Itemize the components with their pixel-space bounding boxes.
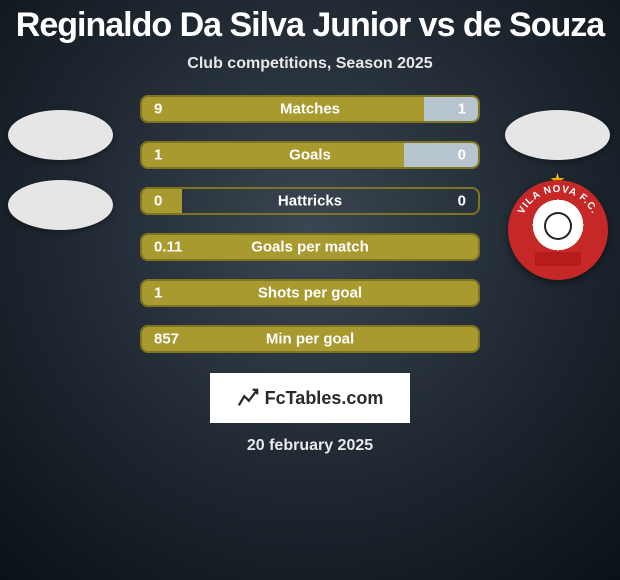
badge-circle: VILA NOVA F.C. — [508, 180, 608, 280]
page-title: Reginaldo Da Silva Junior vs de Souza — [16, 6, 604, 45]
stat-row: 1 Shots per goal — [140, 279, 480, 307]
ball-icon — [544, 212, 572, 240]
stat-label: Hattricks — [278, 193, 342, 210]
stat-bar-right — [404, 143, 478, 167]
stat-label: Shots per goal — [258, 285, 362, 302]
stat-row: 857 Min per goal — [140, 325, 480, 353]
stat-label: Matches — [280, 101, 340, 118]
stat-row: 0.11 Goals per match — [140, 233, 480, 261]
stat-value-right: 1 — [458, 101, 466, 118]
player-avatar — [8, 110, 113, 160]
stat-row: 0 0 Hattricks — [140, 187, 480, 215]
stats-list: 9 1 Matches 1 0 Goals 0 0 Hattricks 0.11 Goals per… — [125, 95, 495, 353]
subtitle: Club competitions, Season 2025 — [187, 55, 432, 73]
train-icon — [535, 252, 581, 266]
stat-row: 1 0 Goals — [140, 141, 480, 169]
stat-row: 9 1 Matches — [140, 95, 480, 123]
stat-value-left: 0.11 — [154, 239, 182, 256]
stat-label: Min per goal — [266, 331, 354, 348]
source-logo-text: FcTables.com — [265, 388, 384, 409]
chart-icon — [237, 387, 259, 409]
stat-bar-right — [424, 97, 478, 121]
right-player-column: ★ VILA NOVA F.C. — [505, 110, 610, 300]
player-avatar — [8, 180, 113, 230]
source-logo: FcTables.com — [210, 373, 410, 423]
stat-label: Goals per match — [251, 239, 369, 256]
team-badge: ★ VILA NOVA F.C. — [508, 180, 608, 300]
stat-value-left: 1 — [154, 285, 162, 302]
stat-value-left: 1 — [154, 147, 162, 164]
stat-label: Goals — [289, 147, 331, 164]
date-label: 20 february 2025 — [247, 437, 373, 455]
stat-value-left: 9 — [154, 101, 162, 118]
stat-value-left: 0 — [154, 193, 162, 210]
stat-value-left: 857 — [154, 331, 179, 348]
player-avatar — [505, 110, 610, 160]
stat-bar-left — [142, 143, 404, 167]
left-player-avatars — [8, 110, 113, 230]
stat-value-right: 0 — [458, 193, 466, 210]
stat-value-right: 0 — [458, 147, 466, 164]
